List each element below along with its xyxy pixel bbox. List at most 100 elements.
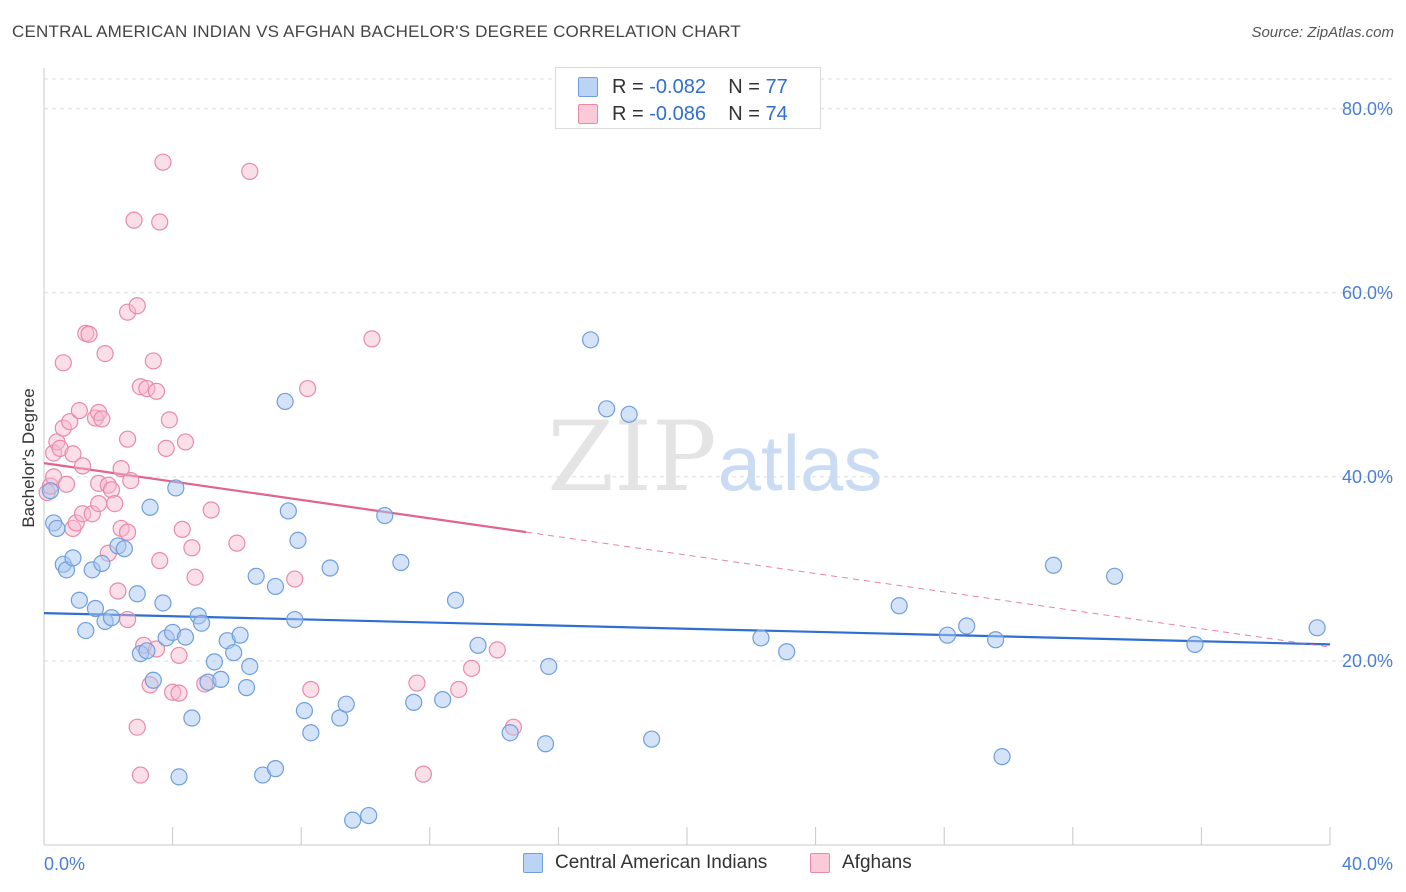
afghans-point bbox=[202, 501, 220, 519]
central-american-indians-point bbox=[469, 636, 487, 654]
afghans-point bbox=[118, 303, 137, 321]
afghans-point bbox=[131, 766, 150, 784]
afghans-point bbox=[70, 402, 88, 420]
x-tick-label: 40.0% bbox=[1342, 854, 1393, 874]
central-american-indians-point bbox=[620, 405, 638, 423]
afghans-point bbox=[54, 354, 72, 372]
afghans-point bbox=[118, 430, 137, 448]
afghans-point bbox=[299, 379, 317, 398]
central-american-indians-point bbox=[360, 806, 378, 825]
afghans-point bbox=[176, 433, 195, 451]
afghans-point bbox=[228, 534, 246, 552]
afghans-point bbox=[164, 683, 182, 701]
central-american-indians-point bbox=[331, 709, 349, 727]
afghans-point bbox=[106, 494, 124, 513]
afghans-point bbox=[414, 765, 432, 783]
central-american-indians-point bbox=[286, 610, 304, 629]
central-american-indians-point bbox=[276, 392, 294, 411]
central-american-indians-point bbox=[64, 549, 82, 567]
afghans-point bbox=[86, 409, 105, 427]
central-american-indians-point bbox=[446, 591, 465, 609]
central-american-indians-point bbox=[102, 609, 121, 627]
legend-label-central-american-indians: Central American Indians bbox=[555, 852, 768, 873]
central-american-indians-point bbox=[138, 642, 156, 660]
central-american-indians-point bbox=[958, 617, 976, 635]
legend-swatch-blue bbox=[523, 853, 543, 873]
central-american-indians-point bbox=[1186, 635, 1204, 653]
afghans-point bbox=[462, 659, 481, 677]
central-american-indians-point bbox=[115, 540, 133, 558]
afghans-point bbox=[151, 213, 169, 231]
central-american-indians-point bbox=[128, 585, 146, 603]
afghans-point bbox=[73, 505, 92, 523]
central-american-indians-point bbox=[70, 591, 88, 609]
afghans-point bbox=[241, 162, 259, 180]
chart-title: CENTRAL AMERICAN INDIAN VS AFGHAN BACHEL… bbox=[12, 22, 741, 41]
central-american-indians-point bbox=[176, 628, 195, 646]
afghans-point bbox=[286, 570, 304, 588]
central-american-indians-point bbox=[247, 567, 265, 585]
afghans-point bbox=[99, 476, 117, 494]
tick-labels: 80.0% 60.0% 40.0% 20.0% 0.0% 40.0% bbox=[44, 99, 1393, 874]
central-american-indians-point bbox=[405, 693, 423, 711]
central-american-indians-point bbox=[581, 331, 600, 349]
afghans-point bbox=[151, 552, 169, 570]
central-american-indians-point bbox=[167, 479, 185, 497]
afghans-point bbox=[83, 505, 101, 523]
central-american-indians-point bbox=[752, 629, 770, 647]
afghans-point bbox=[131, 378, 150, 396]
afghans-point bbox=[363, 330, 381, 348]
afghans-point bbox=[488, 641, 506, 659]
afghans-point bbox=[118, 610, 137, 629]
afghans-point bbox=[93, 410, 111, 428]
watermark: ZIP atlas bbox=[547, 401, 882, 513]
legend-swatch-pink bbox=[578, 104, 598, 124]
central-american-indians-point bbox=[1308, 619, 1326, 637]
y-tick-label: 80.0% bbox=[1342, 99, 1393, 119]
afghans-point bbox=[170, 684, 188, 702]
central-american-indians-point bbox=[289, 531, 307, 550]
central-american-indians-point bbox=[987, 631, 1005, 649]
central-american-indians-point bbox=[48, 519, 66, 538]
central-american-indians-point bbox=[536, 735, 555, 753]
afghans-point bbox=[96, 344, 114, 363]
x-tick-label: 0.0% bbox=[44, 854, 85, 874]
afghans-point bbox=[173, 520, 191, 538]
central-american-indians-point bbox=[93, 554, 111, 573]
central-american-indians-point bbox=[77, 621, 95, 640]
afghans-point bbox=[80, 325, 98, 343]
central-american-indians-point bbox=[302, 724, 320, 742]
central-american-indians-point bbox=[170, 768, 188, 786]
legend-r-value-blue: -0.082 bbox=[649, 75, 706, 98]
legend-swatch-blue bbox=[578, 77, 598, 97]
trend-line-pink-dashed bbox=[526, 531, 1331, 648]
afghans-point bbox=[109, 582, 127, 600]
trend-lines bbox=[43, 462, 1331, 648]
afghans-point bbox=[147, 382, 166, 400]
central-american-indians-point bbox=[778, 643, 796, 661]
central-american-indians-point bbox=[141, 498, 159, 516]
central-american-indians-point bbox=[993, 748, 1011, 766]
afghans-point bbox=[302, 680, 320, 699]
legend-swatch-pink bbox=[810, 853, 830, 873]
afghans-point bbox=[408, 674, 426, 692]
stats-legend: R = -0.082 N = 77 R = -0.086 N = 74 bbox=[555, 67, 821, 129]
central-american-indians-point bbox=[392, 553, 410, 572]
afghans-point bbox=[183, 539, 201, 557]
central-american-indians-point bbox=[86, 599, 105, 618]
axes bbox=[43, 68, 1331, 846]
central-american-indians-point bbox=[144, 671, 162, 689]
legend-item-afghans[interactable]: Afghans bbox=[810, 852, 912, 874]
legend-r-value-pink: -0.086 bbox=[649, 102, 706, 125]
legend-n-label: N = bbox=[728, 75, 766, 98]
afghans-point bbox=[64, 445, 82, 463]
afghans-point bbox=[90, 494, 108, 513]
central-american-indians-point bbox=[266, 577, 285, 596]
central-american-indians-point bbox=[279, 502, 297, 520]
legend-item-central-american-indians[interactable]: Central American Indians bbox=[523, 852, 767, 874]
trend-line-blue bbox=[43, 612, 1331, 646]
central-american-indians-point bbox=[41, 482, 60, 500]
afghans-point bbox=[51, 439, 69, 457]
afghans-point bbox=[61, 413, 79, 431]
